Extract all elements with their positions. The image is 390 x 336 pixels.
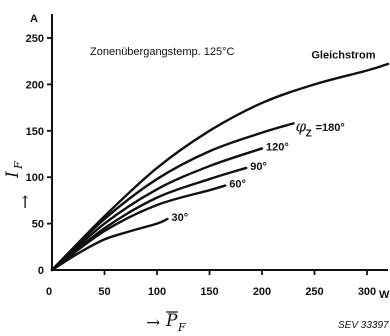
x-tick-label: 150	[200, 286, 218, 298]
x-tick-label: 200	[253, 286, 271, 298]
series-label: Gleichstrom	[311, 49, 375, 61]
y-tick-label: 200	[26, 79, 44, 91]
y-tick-label: 250	[26, 33, 44, 45]
phi-symbol: φ	[296, 118, 307, 136]
phi-subscript: Z	[306, 129, 312, 140]
reference-code: SEV 33397	[338, 320, 389, 331]
series-label: 120°	[266, 141, 289, 153]
curves: Gleichstrom φ Z =180° 120° 90° 60° 30°	[50, 49, 390, 272]
y-unit-label: A	[30, 13, 38, 25]
axes	[51, 14, 388, 271]
series-curve	[50, 147, 264, 272]
x-axis-title-sub: F	[177, 321, 186, 334]
series-label: 60°	[229, 179, 246, 191]
annotation-text: Zonenübergangstemp. 125°C	[90, 46, 234, 58]
y-axis-title-sub: F	[12, 161, 25, 170]
x-tick-label: 250	[305, 286, 323, 298]
x-tick-label: 50	[98, 286, 110, 298]
series-curve	[50, 62, 390, 272]
y-axis-title-symbol: I	[3, 171, 23, 179]
y-tick-label: 150	[26, 126, 44, 138]
series-label: 30°	[172, 212, 189, 224]
series-label: 90°	[250, 161, 267, 173]
series-label: =180°	[316, 122, 345, 134]
x-unit-label: W	[379, 289, 390, 301]
series-curve	[50, 166, 248, 272]
ticks: 0 50 100 150 200 250 0 50 100 150 200 250 300	[26, 33, 377, 298]
series-curve	[50, 217, 169, 272]
x-axis-title-symbol: P	[165, 311, 178, 331]
x-tick-label: 0	[46, 286, 52, 298]
x-tick-label: 100	[148, 286, 166, 298]
y-axis-title: I F	[3, 161, 25, 179]
x-axis-arrow: →	[146, 313, 160, 333]
labels: A W Zonenübergangstemp. 125°C SEV 33397 …	[3, 13, 390, 334]
y-tick-label: 100	[26, 172, 44, 184]
y-axis-arrow: ↑	[18, 193, 32, 213]
series-curve	[50, 184, 227, 272]
y-tick-label: 0	[38, 265, 44, 277]
x-tick-label: 300	[358, 286, 376, 298]
series-curve	[50, 122, 295, 272]
y-tick-label: 50	[32, 219, 44, 231]
